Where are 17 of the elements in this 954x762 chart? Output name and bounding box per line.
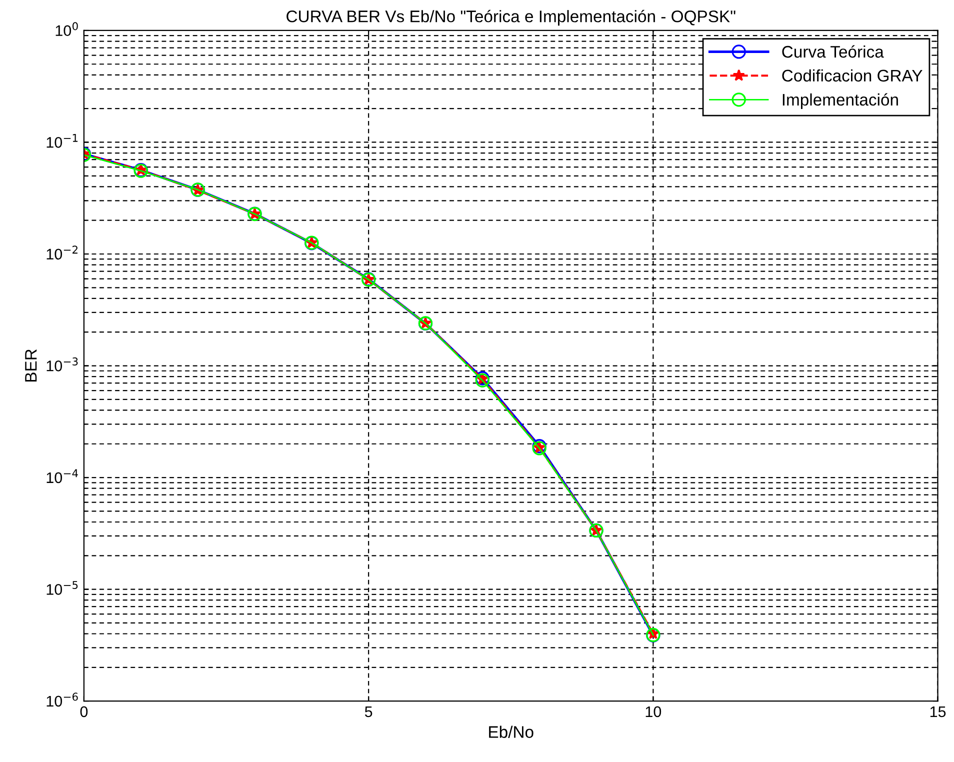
y-tick-label: 10$^{−2}$ — [46, 246, 78, 260]
legend-label: Implementación — [782, 93, 898, 109]
legend-label: Curva Teórica — [782, 45, 884, 58]
x-tick-label: 15 — [930, 706, 946, 718]
chart-title: CURVA BER Vs Eb/No "Teórica e Implementación - OQPSK" — [286, 10, 736, 26]
legend-label: Codificacion GRAY — [782, 69, 922, 82]
y-tick-label: 10$^{0}$ — [56, 22, 78, 36]
y-tick-label: 10$^{−4}$ — [46, 469, 78, 484]
x-tick-label: 5 — [364, 706, 372, 718]
y-tick-label: 10$^{−5}$ — [46, 581, 78, 595]
x-tick-label: 0 — [80, 706, 88, 718]
y-tick-label: 10$^{−6}$ — [46, 692, 78, 707]
y-tick-label: 10$^{−3}$ — [46, 357, 78, 372]
y-axis-title: BER — [25, 349, 37, 382]
x-tick-label: 10 — [646, 706, 662, 718]
x-axis-title: Eb/No — [489, 726, 534, 738]
y-tick-label: 10$^{−1}$ — [46, 134, 78, 148]
